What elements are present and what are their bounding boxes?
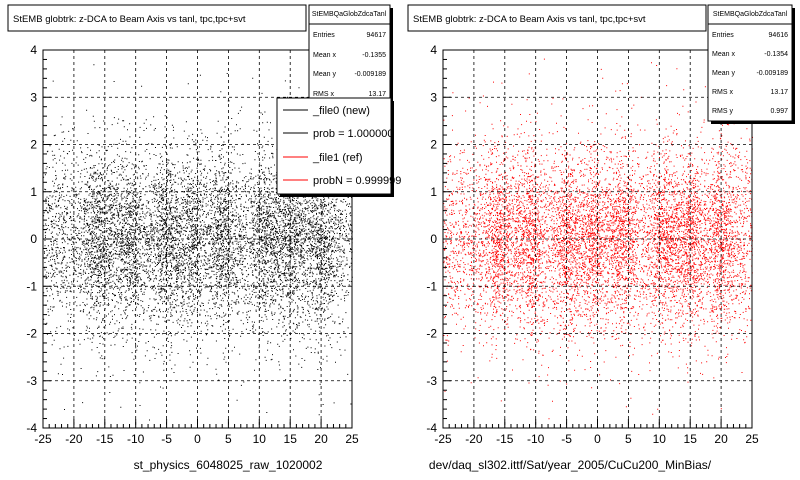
right-y-tick-label: -3 (426, 374, 437, 388)
left-y-tick-label: -4 (26, 421, 37, 435)
left-x-tick-label: -20 (65, 432, 83, 446)
right-stat-value: -0.1354 (764, 51, 788, 58)
right-y-tick-label: 3 (430, 90, 437, 104)
right-y-tick-label: -1 (426, 279, 437, 293)
left-x-tick-label: -10 (127, 432, 145, 446)
right-x-tick-label: 25 (745, 432, 759, 446)
right-stat-label: RMS x (712, 89, 734, 96)
right-y-tick-label: 2 (430, 138, 437, 152)
right-y-tick-label: -2 (426, 327, 437, 341)
left-y-tick-label: 1 (30, 185, 37, 199)
right-stat-label: Entries (712, 32, 734, 39)
legend-label-prob: prob = 1.000000 (313, 128, 393, 140)
right-x-tick-label: 15 (684, 432, 698, 446)
left-x-tick-label: -15 (96, 432, 114, 446)
right-title-box: StEMB globtrk: z-DCA to Beam Axis vs tan… (407, 4, 707, 32)
left-stats-name: StEMBQaGlobZdcaTanl (312, 11, 387, 18)
right-x-tick-label: 20 (714, 432, 728, 446)
left-x-tick-label: 10 (253, 432, 267, 446)
left-y-tick-label: 0 (30, 232, 37, 246)
right-x-tick-label: -10 (527, 432, 545, 446)
right-x-tick-label: -25 (434, 432, 452, 446)
left-stat-label: Entries (313, 32, 335, 39)
left-y-tick-label: -3 (26, 374, 37, 388)
right-x-tick-label: -5 (561, 432, 572, 446)
left-y-tick-label: -1 (26, 279, 37, 293)
left-stat-value: -0.009189 (354, 71, 386, 78)
left-title-box: StEMB globtrk: z-DCA to Beam Axis vs tan… (7, 4, 307, 32)
left-stat-label: Mean y (313, 71, 336, 78)
right-stats-name: StEMBQaGlobZdcaTanl (713, 11, 788, 18)
right-y-tick-label: 1 (430, 185, 437, 199)
right-y-tick-label: 4 (430, 43, 437, 57)
left-x-tick-label: 5 (225, 432, 232, 446)
right-x-tick-label: 0 (594, 432, 601, 446)
left-x-tick-label: -25 (34, 432, 52, 446)
left-y-tick-label: 2 (30, 138, 37, 152)
legend-label-file0: _file0 (new) (312, 105, 370, 117)
right-y-tick-label: 0 (430, 232, 437, 246)
left-stat-label: RMS x (313, 91, 335, 98)
right-y-tick-label: -4 (426, 421, 437, 435)
left-stat-label: Mean x (313, 52, 336, 59)
left-stats-box: StEMBQaGlobZdcaTanl Entries 94617 Mean x… (308, 4, 393, 105)
right-stats-box: StEMBQaGlobZdcaTanl Entries 94616 Mean x… (707, 4, 795, 124)
right-stat-label: Mean y (712, 70, 735, 77)
left-x-axis-title: st_physics_6048025_raw_1020002 (134, 458, 323, 472)
right-x-tick-label: -20 (465, 432, 483, 446)
right-stat-value: 13.17 (770, 89, 788, 96)
left-y-tick-label: -2 (26, 327, 37, 341)
left-legend-box: _file0 (new) prob = 1.000000 _file1 (ref… (276, 97, 401, 197)
right-x-tick-label: 5 (625, 432, 632, 446)
right-stat-value: 94616 (769, 32, 789, 39)
right-x-tick-label: -15 (496, 432, 514, 446)
right-title: StEMB globtrk: z-DCA to Beam Axis vs tan… (413, 14, 646, 25)
right-x-tick-label: 10 (653, 432, 667, 446)
left-stat-value: 94617 (367, 32, 387, 39)
left-x-tick-label: 25 (345, 432, 359, 446)
legend-label-file1: _file1 (ref) (312, 152, 363, 164)
left-y-tick-label: 3 (30, 90, 37, 104)
left-x-tick-label: 15 (284, 432, 298, 446)
right-stat-label: RMS y (712, 108, 734, 115)
left-y-tick-label: 4 (30, 43, 37, 57)
left-x-tick-label: 20 (314, 432, 328, 446)
right-x-axis-title: dev/daq_sl302.ittf/Sat/year_2005/CuCu200… (429, 458, 712, 472)
right-stat-value: 0.997 (770, 108, 788, 115)
left-stat-value: 13.17 (368, 91, 386, 98)
right-stat-label: Mean x (712, 51, 735, 58)
left-x-tick-label: -5 (161, 432, 172, 446)
legend-label-probn: probN = 0.999999 (313, 175, 401, 187)
left-stat-value: -0.1355 (362, 52, 386, 59)
right-stat-value: -0.009189 (756, 70, 788, 77)
left-x-tick-label: 0 (194, 432, 201, 446)
left-title: StEMB globtrk: z-DCA to Beam Axis vs tan… (13, 14, 246, 25)
